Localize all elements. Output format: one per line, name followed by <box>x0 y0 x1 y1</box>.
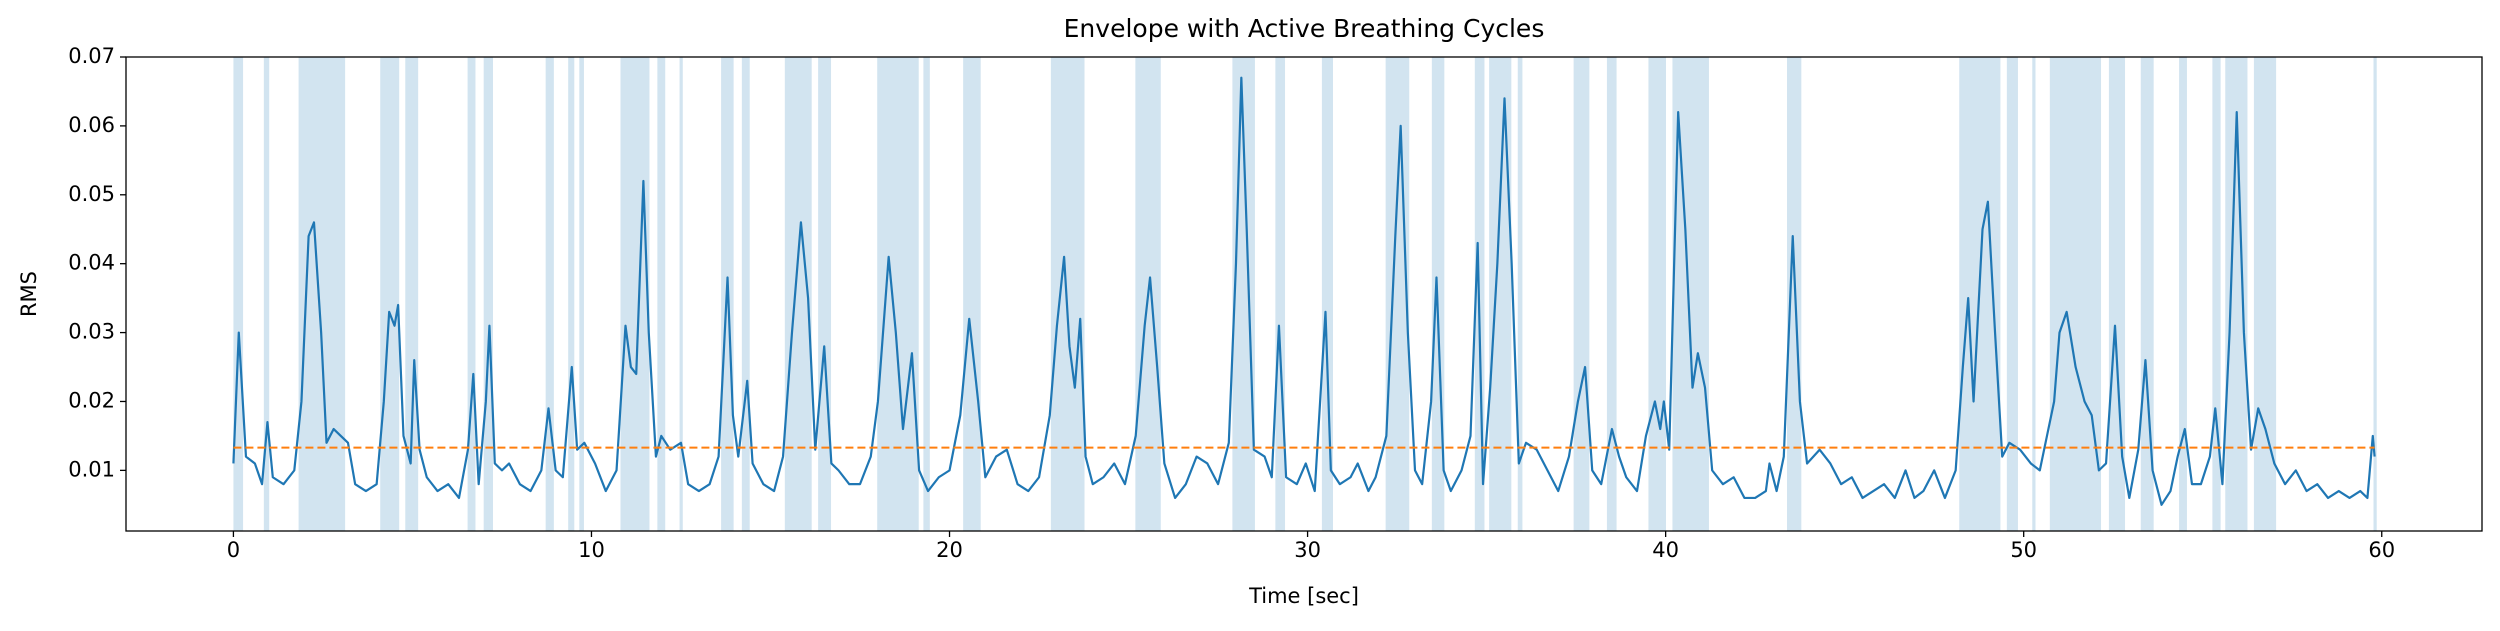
x-tick-label: 30 <box>1294 538 1321 562</box>
x-axis-label: Time [sec] <box>1248 584 1359 608</box>
y-tick-label: 0.02 <box>68 388 115 412</box>
x-tick-label: 50 <box>2010 538 2037 562</box>
active-span <box>2006 57 2018 531</box>
active-span <box>1573 57 1590 531</box>
active-span <box>1517 57 1523 531</box>
active-span <box>2049 57 2102 531</box>
x-tick-label: 10 <box>578 538 605 562</box>
active-span <box>568 57 575 531</box>
active-span <box>263 57 270 531</box>
y-tick-label: 0.07 <box>68 44 115 68</box>
active-span <box>818 57 832 531</box>
active-span <box>2032 57 2036 531</box>
active-span <box>2140 57 2154 531</box>
axes-frame <box>125 56 2483 532</box>
active-span <box>1648 57 1666 531</box>
active-span <box>1050 57 1085 531</box>
active-span <box>380 57 400 531</box>
active-span <box>923 57 930 531</box>
active-span <box>2212 57 2221 531</box>
active-span <box>2373 57 2377 531</box>
active-span <box>405 57 419 531</box>
active-span <box>579 57 584 531</box>
active-span <box>2179 57 2187 531</box>
active-span <box>657 57 666 531</box>
y-tick-label: 0.01 <box>68 457 115 481</box>
active-span <box>545 57 554 531</box>
x-tick-label: 40 <box>1652 538 1679 562</box>
active-span <box>877 57 919 531</box>
active-span <box>620 57 650 531</box>
envelope-line <box>232 76 2376 506</box>
y-tick-label: 0.03 <box>68 320 115 344</box>
x-tick-label: 20 <box>936 538 963 562</box>
y-tick-label: 0.04 <box>68 251 115 275</box>
active-span <box>483 57 494 531</box>
y-tick-label: 0.06 <box>68 113 115 137</box>
active-span <box>1321 57 1334 531</box>
plot-area <box>232 57 2377 531</box>
active-span <box>233 57 244 531</box>
axes: 0 10 20 30 40 50 60 0.01 0.02 0.03 0.04 0.05 0.06 0.0… <box>68 44 2483 562</box>
y-tick-label: 0.05 <box>68 182 115 206</box>
x-tick-label: 0 <box>227 538 240 562</box>
active-span <box>2108 57 2126 531</box>
active-span <box>679 57 683 531</box>
active-span <box>963 57 981 531</box>
chart-title: Envelope with Active Breathing Cycles <box>1064 14 1545 43</box>
active-span <box>467 57 476 531</box>
active-span <box>741 57 750 531</box>
active-span <box>2225 57 2248 531</box>
active-span <box>1489 57 1512 531</box>
active-span <box>1275 57 1286 531</box>
active-span <box>1606 57 1617 531</box>
y-axis-label: RMS <box>17 271 41 317</box>
x-tick-label: 60 <box>2368 538 2395 562</box>
